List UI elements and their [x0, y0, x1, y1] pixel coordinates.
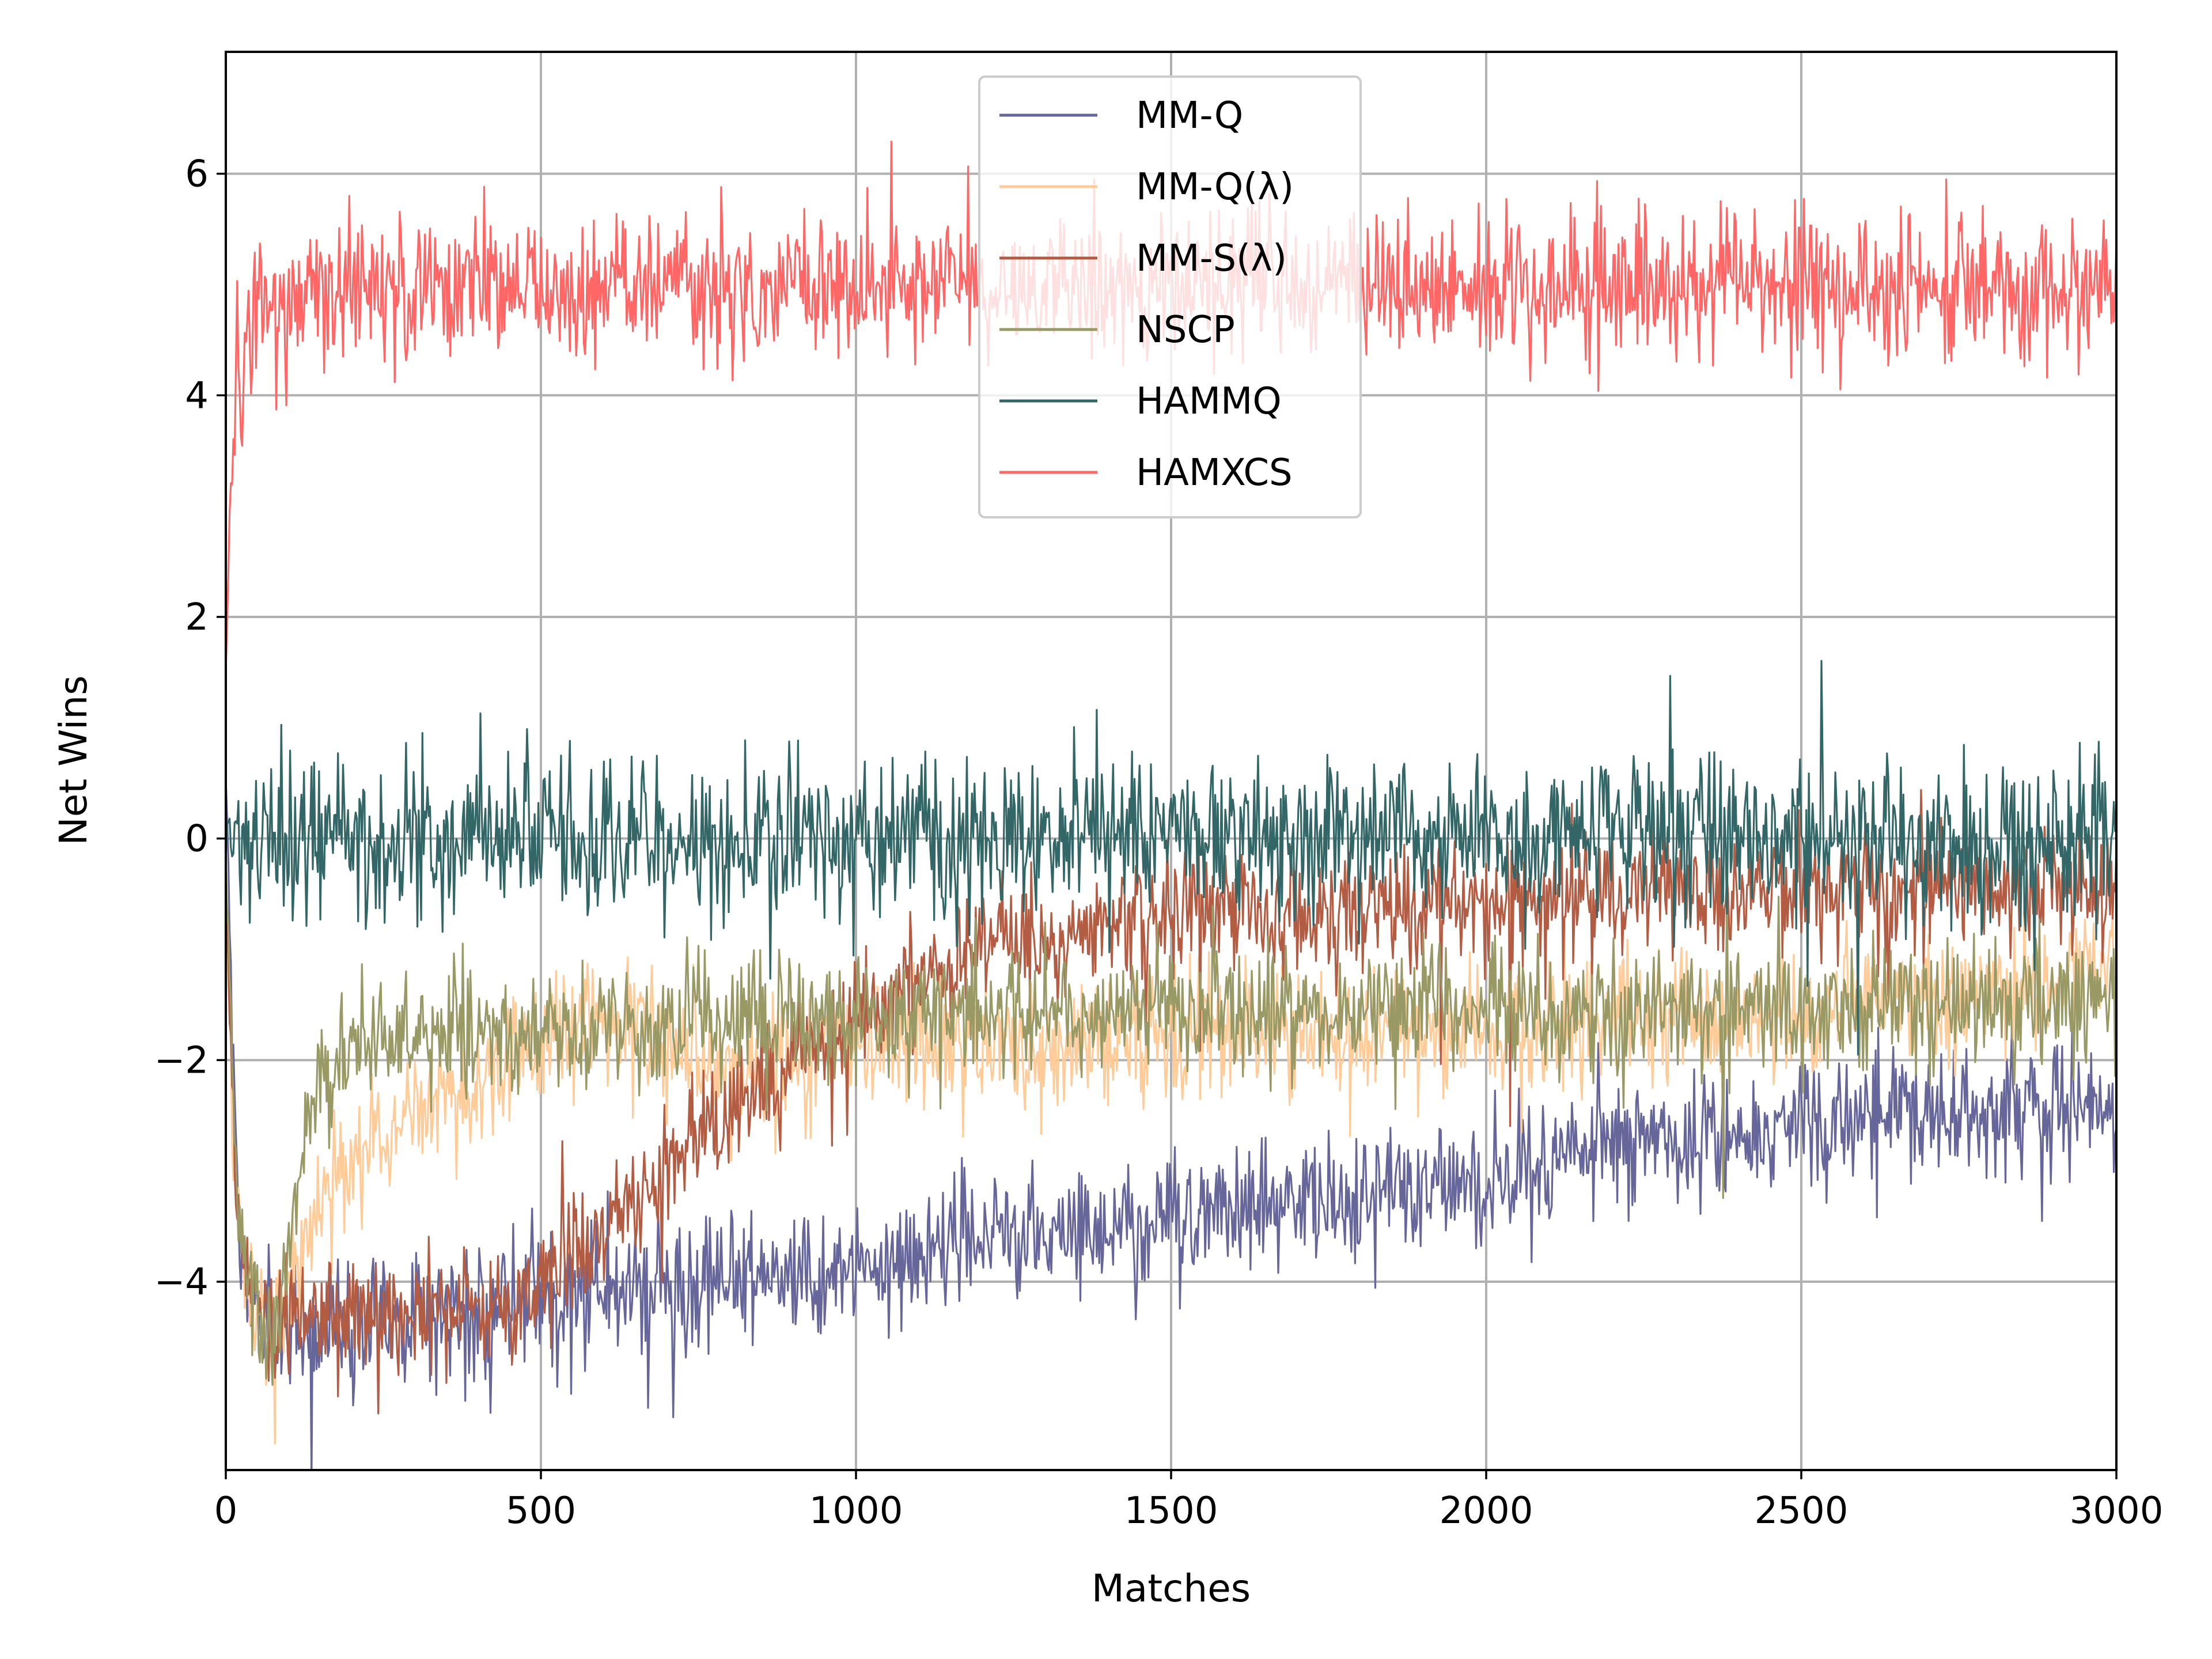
y-tick-label: 2	[185, 596, 209, 639]
x-tick-label: 2500	[1755, 1490, 1849, 1532]
series-line-hammq	[226, 660, 2116, 1056]
legend: MM-Q MM-Q(λ) MM-S(λ) NSCP HAMMQ HAMXCS	[978, 75, 1362, 518]
legend-label: MM-Q	[1136, 94, 1243, 137]
series-line-nscp	[226, 858, 2116, 1386]
legend-label: MM-S(λ)	[1136, 237, 1287, 280]
legend-label: MM-Q(λ)	[1136, 166, 1294, 209]
legend-label: HAMMQ	[1136, 380, 1282, 423]
x-tick-label: 1000	[809, 1490, 903, 1532]
x-axis: 0 500 1000 1500 2000 2500 3000	[214, 1470, 2164, 1532]
y-tick-label: 4	[185, 374, 209, 417]
x-tick-label: 2000	[1440, 1490, 1533, 1532]
x-tick-label: 0	[214, 1490, 238, 1532]
x-tick-label: 3000	[2070, 1490, 2164, 1532]
y-tick-label: 6	[185, 153, 209, 196]
y-tick-label: −4	[154, 1261, 209, 1304]
y-axis-label: Net Wins	[51, 675, 96, 845]
y-axis: −4 −2 0 2 4 6	[154, 153, 226, 1304]
x-tick-label: 1500	[1124, 1490, 1218, 1532]
y-tick-label: −2	[154, 1039, 209, 1082]
series-line-mm-s	[226, 788, 2116, 1415]
x-axis-label: Matches	[1092, 1566, 1251, 1611]
x-tick-label: 500	[506, 1490, 576, 1532]
legend-label: HAMXCS	[1136, 452, 1293, 494]
y-tick-label: 0	[185, 818, 209, 861]
legend-label: NSCP	[1136, 309, 1235, 351]
